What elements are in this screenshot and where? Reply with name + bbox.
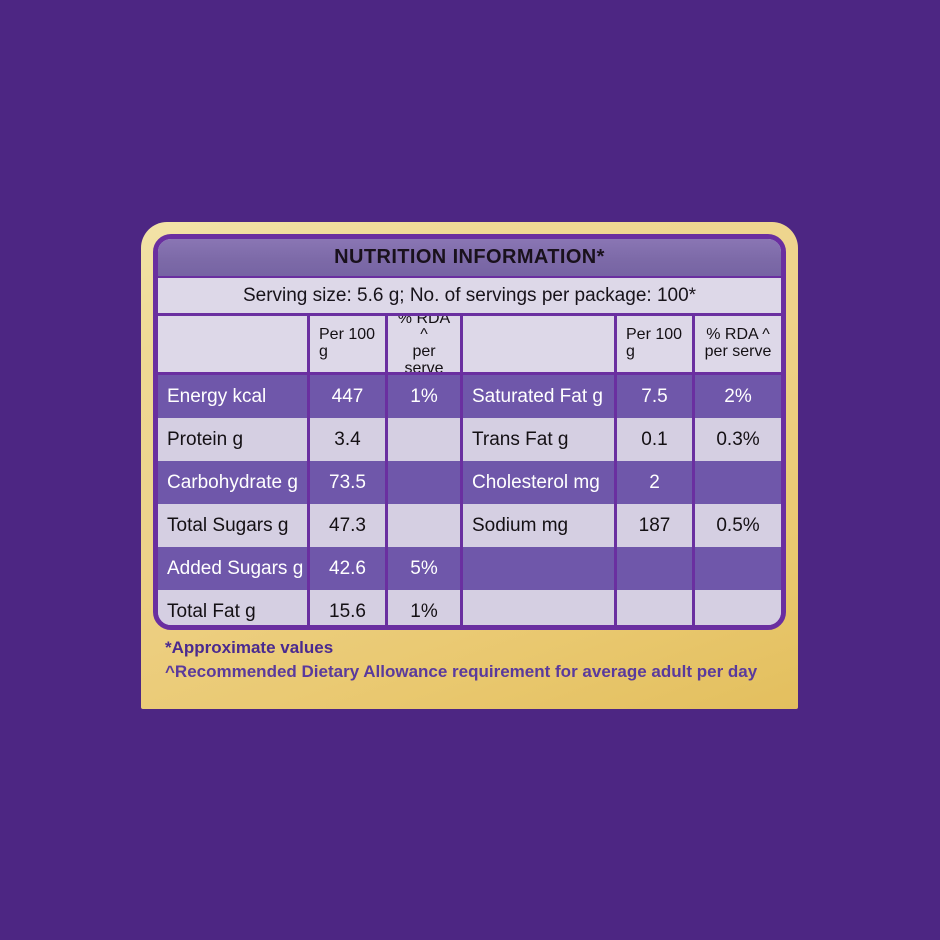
header-per-100g-left: Per 100 g [310, 316, 388, 372]
row-name-right: Trans Fat g [463, 418, 617, 461]
nutrition-title-bar: NUTRITION INFORMATION* [158, 239, 781, 278]
nutrition-grid: Per 100 g % RDA ^ per serve Per 100 g % … [158, 316, 781, 625]
row-rda-right: 0.5% [716, 514, 760, 536]
serving-size-bar: Serving size: 5.6 g; No. of servings per… [158, 278, 781, 316]
row-per-100g: 447 [310, 375, 388, 418]
row-rda [388, 418, 463, 461]
row-name: Total Fat g [158, 590, 310, 625]
row-per-100g: 73.5 [310, 461, 388, 504]
row-rda [388, 504, 463, 547]
footnotes: *Approximate values ^Recommended Dietary… [165, 636, 780, 684]
header-rda-right-line1: % RDA ^ [706, 326, 770, 344]
table-row: Total Fat g 15.6 1% [158, 590, 781, 625]
serving-size-text: Serving size: 5.6 g; No. of servings per… [242, 284, 697, 306]
table-row: Added Sugars g 42.6 5% [158, 547, 781, 590]
row-name-right: Saturated Fat g [463, 375, 617, 418]
row-name-right [463, 547, 617, 590]
header-rda-left-line1: % RDA ^ [397, 316, 451, 344]
row-per-100g-right [617, 590, 695, 625]
footnote-approximate-values: *Approximate values [165, 638, 334, 657]
row-name-right: Sodium mg [463, 504, 617, 547]
row-per-100g-right [617, 547, 695, 590]
row-rda-right [695, 547, 781, 590]
row-rda: 1% [388, 375, 463, 418]
footnote-rda: ^Recommended Dietary Allowance requireme… [165, 662, 758, 682]
row-rda-right: 0.3% [716, 428, 760, 450]
row-per-100g: 3.4 [310, 418, 388, 461]
row-rda-right: 2% [724, 385, 752, 407]
row-name-right [463, 590, 617, 625]
row-per-100g-right: 2 [617, 461, 695, 504]
table-row: Carbohydrate g 73.5 Cholesterol mg 2 [158, 461, 781, 504]
nutrition-label-card: NUTRITION INFORMATION* Serving size: 5.6… [141, 222, 798, 709]
row-name: Total Sugars g [158, 504, 310, 547]
row-per-100g-right: 0.1 [617, 418, 695, 461]
table-row: Total Sugars g 47.3 Sodium mg 187 0.5% [158, 504, 781, 547]
row-name: Added Sugars g [158, 547, 310, 590]
row-name: Energy kcal [158, 375, 310, 418]
table-header-row: Per 100 g % RDA ^ per serve Per 100 g % … [158, 316, 781, 372]
row-per-100g: 42.6 [310, 547, 388, 590]
row-rda: 1% [388, 590, 463, 625]
row-name-right: Cholesterol mg [463, 461, 617, 504]
header-rda-left: % RDA ^ per serve [388, 316, 463, 372]
row-per-100g: 47.3 [310, 504, 388, 547]
row-per-100g-right: 187 [617, 504, 695, 547]
row-name: Protein g [158, 418, 310, 461]
row-name: Carbohydrate g [158, 461, 310, 504]
row-rda-right [695, 590, 781, 625]
row-per-100g: 15.6 [310, 590, 388, 625]
row-rda [388, 461, 463, 504]
header-blank-right [463, 316, 617, 372]
page-title: NUTRITION INFORMATION* [334, 246, 605, 268]
row-per-100g-right: 7.5 [617, 375, 695, 418]
nutrition-table-panel: NUTRITION INFORMATION* Serving size: 5.6… [153, 234, 786, 630]
header-rda-right-line2: per serve [704, 343, 772, 360]
header-divider [158, 372, 781, 375]
header-blank-left [158, 316, 310, 372]
header-per-100g-right: Per 100 g [617, 316, 695, 372]
row-rda-right [695, 461, 781, 504]
table-row: Energy kcal 447 1% Saturated Fat g 7.5 2… [158, 375, 781, 418]
row-rda: 5% [388, 547, 463, 590]
table-row: Protein g 3.4 Trans Fat g 0.1 0.3% [158, 418, 781, 461]
header-rda-right: % RDA ^ per serve [695, 316, 781, 372]
header-rda-left-line2: per serve [404, 343, 444, 372]
